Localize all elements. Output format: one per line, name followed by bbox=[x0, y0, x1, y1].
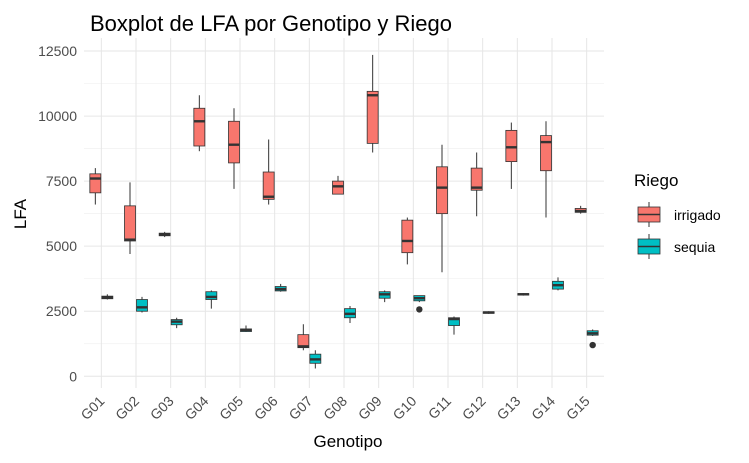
x-axis-title: Genotipo bbox=[314, 432, 383, 451]
y-tick-labels: 0 2500 5000 7500 10000 12500 bbox=[38, 43, 77, 384]
box-sequia-G12 bbox=[482, 311, 495, 314]
box-iqr bbox=[401, 219, 414, 254]
box-sequia-G10 bbox=[413, 295, 426, 313]
x-tick-label: G09 bbox=[355, 393, 385, 423]
box-iqr bbox=[436, 166, 448, 215]
box-iqr bbox=[136, 299, 148, 312]
x-tick-label: G01 bbox=[77, 393, 107, 423]
box-sequia-G01 bbox=[101, 294, 114, 300]
x-tick-label: G13 bbox=[493, 393, 523, 423]
y-tick-label: 7500 bbox=[46, 173, 77, 189]
box-irrigado-G03 bbox=[158, 231, 171, 238]
box-iqr bbox=[470, 167, 483, 191]
outlier-point bbox=[416, 306, 423, 313]
legend-item-sequia: sequia bbox=[637, 234, 715, 259]
box-iqr bbox=[297, 334, 310, 349]
box-sequia-G02 bbox=[136, 296, 148, 313]
x-tick-label: G07 bbox=[285, 393, 315, 423]
box-iqr bbox=[448, 317, 460, 326]
box-sequia-G07 bbox=[309, 350, 322, 369]
y-tick-label: 0 bbox=[69, 368, 77, 384]
box-iqr bbox=[124, 205, 136, 242]
box-sequia-G06 bbox=[274, 283, 287, 292]
gridlines bbox=[84, 38, 604, 388]
box-sequia-G15 bbox=[586, 329, 599, 349]
box-irrigado-G06 bbox=[262, 139, 275, 205]
outlier-point bbox=[589, 341, 596, 349]
x-tick-label: G12 bbox=[459, 393, 489, 423]
boxes-layer bbox=[89, 54, 599, 369]
box-iqr bbox=[332, 180, 344, 195]
box-irrigado-G15 bbox=[574, 205, 587, 214]
box-sequia-G08 bbox=[344, 306, 356, 323]
box-sequia-G09 bbox=[378, 290, 391, 303]
box-iqr bbox=[228, 120, 240, 164]
legend: Riego irrigado sequia bbox=[634, 171, 721, 259]
box-irrigado-G04 bbox=[193, 95, 206, 152]
box-iqr bbox=[193, 107, 206, 147]
box-irrigado-G08 bbox=[332, 175, 344, 195]
box-sequia-G04 bbox=[205, 290, 218, 309]
x-tick-label: G04 bbox=[181, 393, 211, 423]
x-tick-label: G03 bbox=[147, 393, 177, 423]
box-iqr bbox=[540, 135, 552, 172]
y-tick-label: 2500 bbox=[46, 303, 77, 319]
x-tick-label: G15 bbox=[563, 393, 593, 423]
y-tick-label: 10000 bbox=[38, 108, 77, 124]
box-sequia-G03 bbox=[170, 317, 183, 329]
box-sequia-G05 bbox=[240, 325, 252, 333]
box-irrigado-G07 bbox=[297, 324, 310, 351]
x-tick-label: G14 bbox=[528, 393, 558, 423]
box-irrigado-G11 bbox=[436, 144, 448, 273]
box-irrigado-G05 bbox=[228, 108, 240, 189]
box-irrigado-G14 bbox=[540, 121, 552, 218]
box-iqr bbox=[205, 291, 218, 300]
box-sequia-G14 bbox=[552, 277, 564, 291]
x-tick-label: G10 bbox=[389, 393, 419, 423]
x-tick-labels: G01 G02 G03 G04 G05 G06 G07 G08 G09 G10 G11 G12 G13 G… bbox=[77, 393, 593, 423]
legend-item-irrigado: irrigado bbox=[637, 202, 721, 227]
box-irrigado-G10 bbox=[401, 217, 414, 265]
y-axis-title: LFA bbox=[11, 198, 30, 229]
box-iqr bbox=[262, 171, 275, 200]
legend-title: Riego bbox=[634, 171, 678, 190]
box-irrigado-G12 bbox=[470, 152, 483, 217]
chart-title: Boxplot de LFA por Genotipo y Riego bbox=[90, 11, 452, 36]
box-sequia-G11 bbox=[448, 316, 460, 335]
x-tick-label: G02 bbox=[112, 393, 142, 423]
y-tick-label: 12500 bbox=[38, 43, 77, 59]
x-tick-label: G05 bbox=[216, 393, 246, 423]
box-irrigado-G13 bbox=[505, 122, 518, 189]
box-iqr bbox=[366, 90, 379, 144]
box-irrigado-G01 bbox=[89, 168, 102, 205]
x-tick-label: G11 bbox=[425, 393, 454, 422]
x-tick-label: G08 bbox=[320, 393, 350, 423]
box-sequia-G13 bbox=[517, 293, 530, 296]
box-irrigado-G02 bbox=[124, 182, 136, 254]
y-tick-label: 5000 bbox=[46, 238, 77, 254]
legend-label: sequia bbox=[674, 239, 715, 255]
box-iqr bbox=[505, 129, 518, 163]
legend-label: irrigado bbox=[674, 207, 721, 223]
x-tick-label: G06 bbox=[251, 393, 281, 423]
box-irrigado-G09 bbox=[366, 54, 379, 153]
box-iqr bbox=[89, 173, 102, 194]
